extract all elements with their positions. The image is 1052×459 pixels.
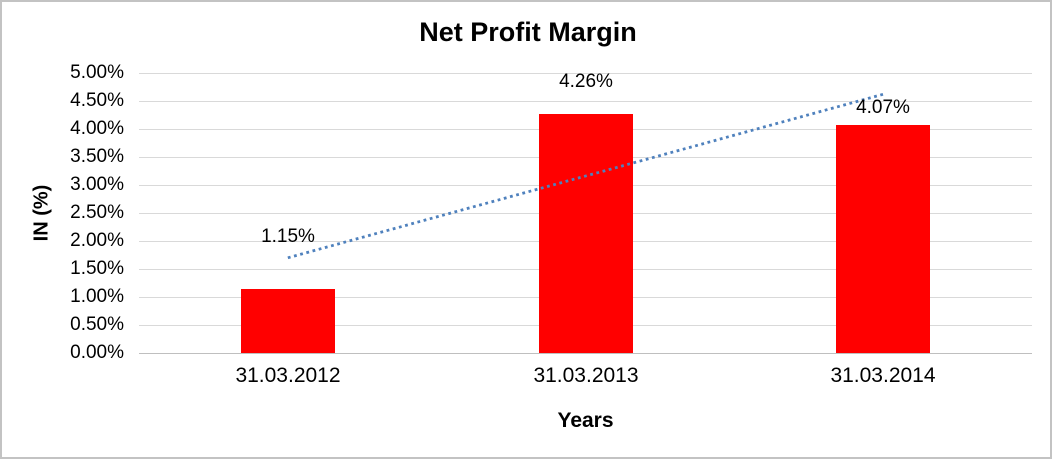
y-tick-label: 3.50%: [70, 146, 124, 167]
data-label: 4.07%: [856, 97, 910, 118]
y-tick-label: 4.50%: [70, 90, 124, 111]
y-tick-label: 2.50%: [70, 202, 124, 223]
x-tick-label: 31.03.2012: [235, 364, 341, 387]
bar-31.03.2014: [836, 125, 930, 353]
y-tick-label: 1.00%: [70, 286, 124, 307]
x-tick-label: 31.03.2014: [830, 364, 936, 387]
y-tick-label: 1.50%: [70, 258, 124, 279]
y-tick-label: 4.00%: [70, 118, 124, 139]
y-tick-label: 0.00%: [70, 342, 124, 363]
y-tick-label: 0.50%: [70, 314, 124, 335]
data-label: 1.15%: [261, 226, 315, 247]
x-axis-line: [139, 353, 1032, 354]
bar-31.03.2012: [241, 289, 335, 353]
x-tick-label: 31.03.2013: [533, 364, 639, 387]
y-tick-label: 5.00%: [70, 62, 124, 83]
chart-title: Net Profit Margin: [419, 17, 637, 47]
bar-31.03.2013: [539, 114, 633, 353]
y-tick-label: 3.00%: [70, 174, 124, 195]
x-axis-title: Years: [557, 409, 614, 432]
y-tick-label: 2.00%: [70, 230, 124, 251]
gridline: [139, 73, 1032, 74]
data-label: 4.26%: [559, 71, 613, 92]
